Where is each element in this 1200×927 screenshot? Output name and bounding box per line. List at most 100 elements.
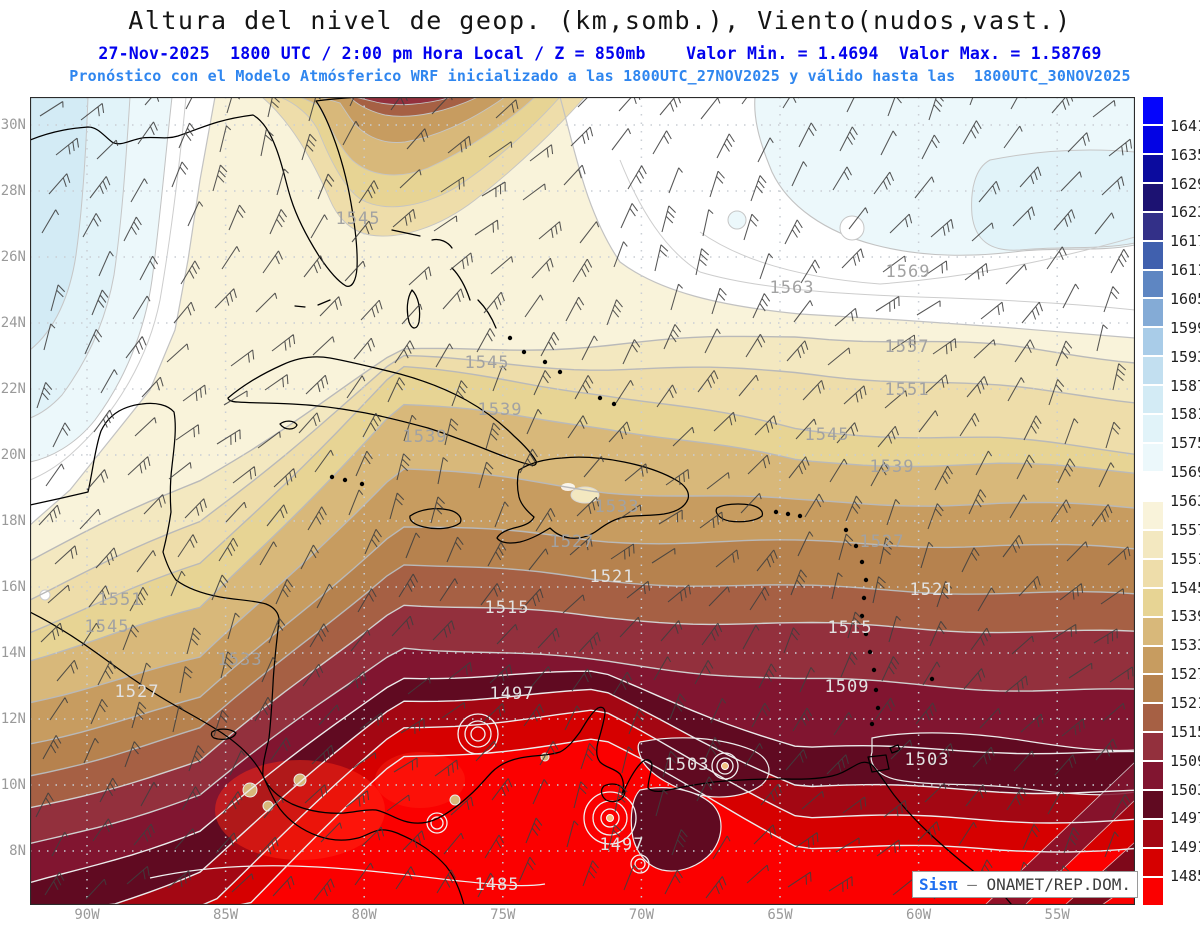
contour-label: 1485 bbox=[475, 875, 520, 895]
coastlines bbox=[30, 97, 1013, 905]
watermark-separator: – bbox=[957, 875, 987, 894]
island-dot bbox=[611, 401, 617, 407]
colorbar-segment bbox=[1143, 472, 1163, 502]
hot-spot bbox=[215, 760, 385, 860]
colorbar-segment bbox=[1143, 125, 1163, 155]
colorbar-segment bbox=[1143, 733, 1163, 763]
contour-label: 1563 bbox=[770, 278, 815, 298]
island-dot bbox=[867, 649, 873, 655]
colorbar-segment bbox=[1143, 386, 1163, 416]
contour-label: 1569 bbox=[886, 262, 931, 282]
colorbar-label: 1497 bbox=[1170, 809, 1200, 828]
lat-label: 10N bbox=[0, 777, 26, 793]
contour-label: 1527 bbox=[860, 532, 905, 552]
low-center-ring bbox=[457, 713, 499, 755]
contour-label: 1533 bbox=[595, 497, 640, 517]
low-height-lobe bbox=[630, 787, 722, 872]
terrain-spot bbox=[293, 773, 307, 787]
contour-line-1485 bbox=[149, 865, 546, 887]
low-center-dot bbox=[721, 762, 729, 770]
colorbar-segment bbox=[1143, 183, 1163, 213]
low-center-ring bbox=[711, 752, 739, 780]
lat-label: 16N bbox=[0, 579, 26, 595]
island-dot bbox=[869, 721, 875, 727]
lat-label: 30N bbox=[0, 117, 26, 133]
contour-label: 1527 bbox=[550, 532, 595, 552]
contour-line-1497 bbox=[100, 688, 1135, 905]
island-dot bbox=[861, 595, 867, 601]
colorbar-label: 1503 bbox=[1170, 780, 1200, 799]
colorbar-label: 1605 bbox=[1170, 290, 1200, 308]
lon-label: 65W bbox=[767, 907, 793, 923]
wind-barbs bbox=[35, 97, 1134, 901]
lat-label: 18N bbox=[0, 513, 26, 529]
lat-label: 12N bbox=[0, 711, 26, 727]
contour-line-1485 bbox=[235, 738, 1135, 905]
low-center-ring bbox=[716, 757, 734, 775]
cold-band-left-inner bbox=[30, 97, 89, 351]
island-dot bbox=[929, 676, 935, 682]
contour-line-1527 bbox=[30, 526, 1135, 745]
colorbar-label: 1521 bbox=[1170, 694, 1200, 712]
contour-line-1551 bbox=[30, 354, 1135, 601]
lat-label: 28N bbox=[0, 183, 26, 199]
hot-spot bbox=[375, 752, 465, 808]
colorbar-label: 1515 bbox=[1170, 722, 1200, 741]
island-dot bbox=[875, 705, 881, 711]
lat-label: 8N bbox=[9, 843, 26, 859]
colorbar-segment bbox=[1143, 877, 1163, 905]
colorbar-segment bbox=[1143, 617, 1163, 647]
watermark: Sisπ – ONAMET/REP.DOM. bbox=[912, 871, 1138, 898]
lat-label: 26N bbox=[0, 249, 26, 265]
island-dot bbox=[863, 631, 869, 637]
watermark-org: ONAMET/REP.DOM. bbox=[986, 875, 1131, 894]
colorbar-label: 1617 bbox=[1170, 232, 1200, 251]
contour-label: 1551 bbox=[885, 380, 930, 400]
lat-label: 20N bbox=[0, 447, 26, 463]
contour-label: 1539 bbox=[870, 457, 915, 477]
lon-label: 90W bbox=[74, 907, 100, 923]
island-dot bbox=[542, 359, 548, 365]
colorbar-segment bbox=[1143, 415, 1163, 445]
contour-line-1545 bbox=[30, 365, 1135, 634]
lon-label: 75W bbox=[490, 907, 516, 923]
island-dot bbox=[871, 667, 877, 673]
island-dot bbox=[597, 395, 603, 401]
terrain-spot bbox=[449, 794, 461, 806]
island-dot bbox=[773, 509, 779, 515]
island-dot bbox=[843, 527, 849, 533]
colorbar-segment bbox=[1143, 559, 1163, 589]
island-dot bbox=[521, 349, 527, 355]
contour-label: 1533 bbox=[218, 650, 263, 670]
colorbar-segment bbox=[1143, 328, 1163, 358]
colorbar-label: 1635 bbox=[1170, 145, 1200, 164]
colorbar-segment bbox=[1143, 762, 1163, 792]
low-center-ring bbox=[430, 816, 444, 830]
chart-subtitle-model: Pronóstico con el Modelo Atmósferico WRF… bbox=[69, 67, 1131, 85]
colorbar-segment bbox=[1143, 357, 1163, 387]
colorbar-label: 1509 bbox=[1170, 751, 1200, 770]
colorbar-label: 1485 bbox=[1170, 867, 1200, 886]
contour-label: 1509 bbox=[825, 677, 870, 697]
terrain-streak bbox=[984, 761, 1135, 905]
contour-label: 1515 bbox=[828, 618, 873, 638]
lat-label: 22N bbox=[0, 381, 26, 397]
chart-subtitle-run: 27-Nov-2025 1800 UTC / 2:00 pm Hora Loca… bbox=[98, 44, 1102, 63]
colorbar-segment bbox=[1143, 791, 1163, 821]
island-dot bbox=[329, 474, 335, 480]
contour-label: 1551 bbox=[98, 590, 143, 610]
colorbar-label: 1551 bbox=[1170, 549, 1200, 568]
chart-title: Altura del nivel de geop. (km,somb.), Vi… bbox=[128, 6, 1072, 35]
colorbar-segment bbox=[1143, 646, 1163, 676]
colorbar-segment bbox=[1143, 241, 1163, 271]
cold-blob-inner bbox=[971, 149, 1135, 251]
low-center-ring bbox=[464, 720, 492, 748]
island-dot bbox=[853, 543, 859, 549]
colorbar-segment bbox=[1143, 299, 1163, 329]
colorbar-segment bbox=[1143, 501, 1163, 531]
colorbar-segment bbox=[1143, 820, 1163, 849]
island-dot bbox=[557, 369, 563, 375]
